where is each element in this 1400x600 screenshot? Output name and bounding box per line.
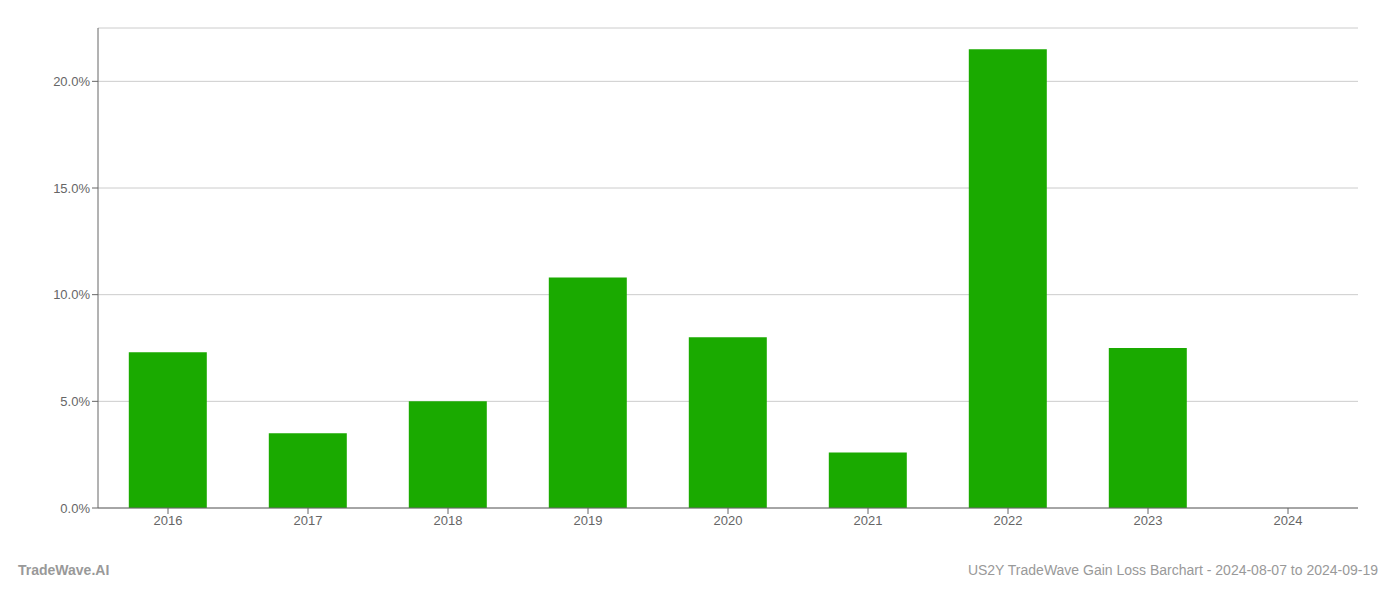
svg-text:2022: 2022 [994, 513, 1023, 528]
html-text:TradeWave.AI: TradeWave.AI [18, 562, 110, 578]
svg-text:2020: 2020 [714, 513, 743, 528]
svg-text:2019: 2019 [574, 513, 603, 528]
html-text:US2Y TradeWave Gain Loss Barch: US2Y TradeWave Gain Loss Barchart - 2024… [967, 562, 1378, 578]
svg-text:2021: 2021 [854, 513, 883, 528]
svg-text:5.0%: 5.0% [60, 394, 90, 409]
svg-text:2023: 2023 [1134, 513, 1163, 528]
svg-text:0.0%: 0.0% [60, 501, 90, 516]
svg-text:10.0%: 10.0% [53, 287, 90, 302]
svg-text:2024: 2024 [1274, 513, 1303, 528]
svg-text:2016: 2016 [154, 513, 183, 528]
svg-text:2017: 2017 [294, 513, 323, 528]
svg-text:20.0%: 20.0% [53, 74, 90, 89]
svg-text:15.0%: 15.0% [53, 181, 90, 196]
svg-text:2018: 2018 [434, 513, 463, 528]
